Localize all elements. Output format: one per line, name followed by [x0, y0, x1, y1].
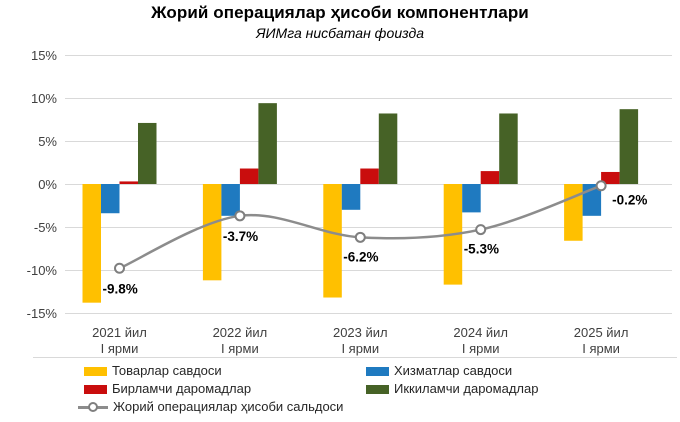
x-axis-category-label: 2023 йил	[333, 325, 388, 340]
legend-item-label: Иккиламчи даромадлар	[394, 381, 539, 396]
legend-marker-icon	[88, 402, 98, 412]
bar	[202, 184, 222, 281]
legend-item: Товарлар савдоси	[84, 363, 222, 379]
legend-line-swatch-icon	[78, 402, 108, 412]
point-data-label: -9.8%	[103, 281, 138, 296]
line-point-marker	[475, 224, 487, 236]
legend-item: Жорий операциялар ҳисоби сальдоси	[78, 399, 343, 415]
bar	[258, 103, 277, 184]
y-axis-tick-label: 10%	[31, 91, 57, 106]
legend-item-label: Жорий операциялар ҳисоби сальдоси	[113, 399, 344, 414]
bar	[82, 184, 101, 303]
legend-swatch	[366, 366, 389, 376]
point-data-label: -6.2%	[343, 249, 378, 264]
bar	[323, 184, 342, 298]
bar	[480, 171, 500, 184]
x-axis-category-label: 2025 йил	[574, 325, 629, 340]
chart-subtitle: ЯИМга нисбатан фоизда	[256, 25, 424, 41]
x-axis-category-label: I ярми	[221, 341, 259, 356]
bar	[601, 171, 620, 184]
line-point-marker	[114, 262, 125, 274]
x-axis-category-label: I ярми	[462, 341, 500, 356]
bar	[564, 184, 583, 241]
point-data-label: -3.7%	[223, 229, 258, 244]
legend-item-label: Бирламчи даромадлар	[112, 381, 252, 396]
y-axis-tick-label: 5%	[38, 134, 57, 149]
y-axis-tick-label: 15%	[31, 48, 57, 63]
bar	[462, 184, 481, 213]
x-axis-category-label: 2024 йил	[453, 325, 508, 340]
x-axis-category-label: I ярми	[341, 341, 379, 356]
line-point-marker	[234, 210, 246, 222]
x-axis-category-label: 2022 йил	[213, 325, 268, 340]
y-axis-tick-label: -15%	[27, 306, 58, 321]
line-point-marker	[354, 231, 366, 243]
bar	[101, 184, 120, 214]
point-data-label: -0.2%	[612, 193, 647, 208]
y-axis-tick-label: 0%	[38, 177, 57, 192]
chart-legend: Товарлар савдоси Хизматлар савдоси Бирламч…	[0, 360, 680, 422]
bar	[119, 181, 138, 184]
y-axis-tick-label: -5%	[34, 220, 58, 235]
bar	[360, 168, 379, 184]
y-axis-tick-label: -10%	[27, 263, 58, 278]
bar	[221, 184, 240, 216]
bar	[138, 122, 157, 184]
bar	[499, 113, 518, 184]
line-point-marker	[595, 180, 607, 192]
chart-canvas: 15% 10% 5% 0% -5% -10% -15% -9.8% -3.7% -6.2% -5.3…	[27, 48, 677, 358]
x-axis-category-label: I ярми	[582, 341, 620, 356]
bar	[619, 109, 639, 184]
legend-item: Иккиламчи даромадлар	[366, 381, 538, 397]
bar	[378, 113, 398, 184]
x-axis-category-label: 2021 йил	[92, 325, 147, 340]
point-data-label: -5.3%	[464, 242, 499, 257]
legend-swatch	[84, 366, 107, 376]
legend-swatch	[84, 384, 107, 394]
legend-item: Хизматлар савдоси	[366, 363, 512, 379]
legend-swatch	[366, 384, 389, 394]
bar	[239, 168, 259, 184]
legend-item: Бирламчи даромадлар	[84, 381, 251, 397]
chart-title: Жорий операциялар ҳисоби компонентлари	[151, 3, 529, 22]
x-axis-category-label: I ярми	[101, 341, 139, 356]
legend-item-label: Хизматлар савдоси	[394, 363, 513, 378]
legend-item-label: Товарлар савдоси	[112, 363, 222, 378]
bar	[341, 184, 361, 210]
